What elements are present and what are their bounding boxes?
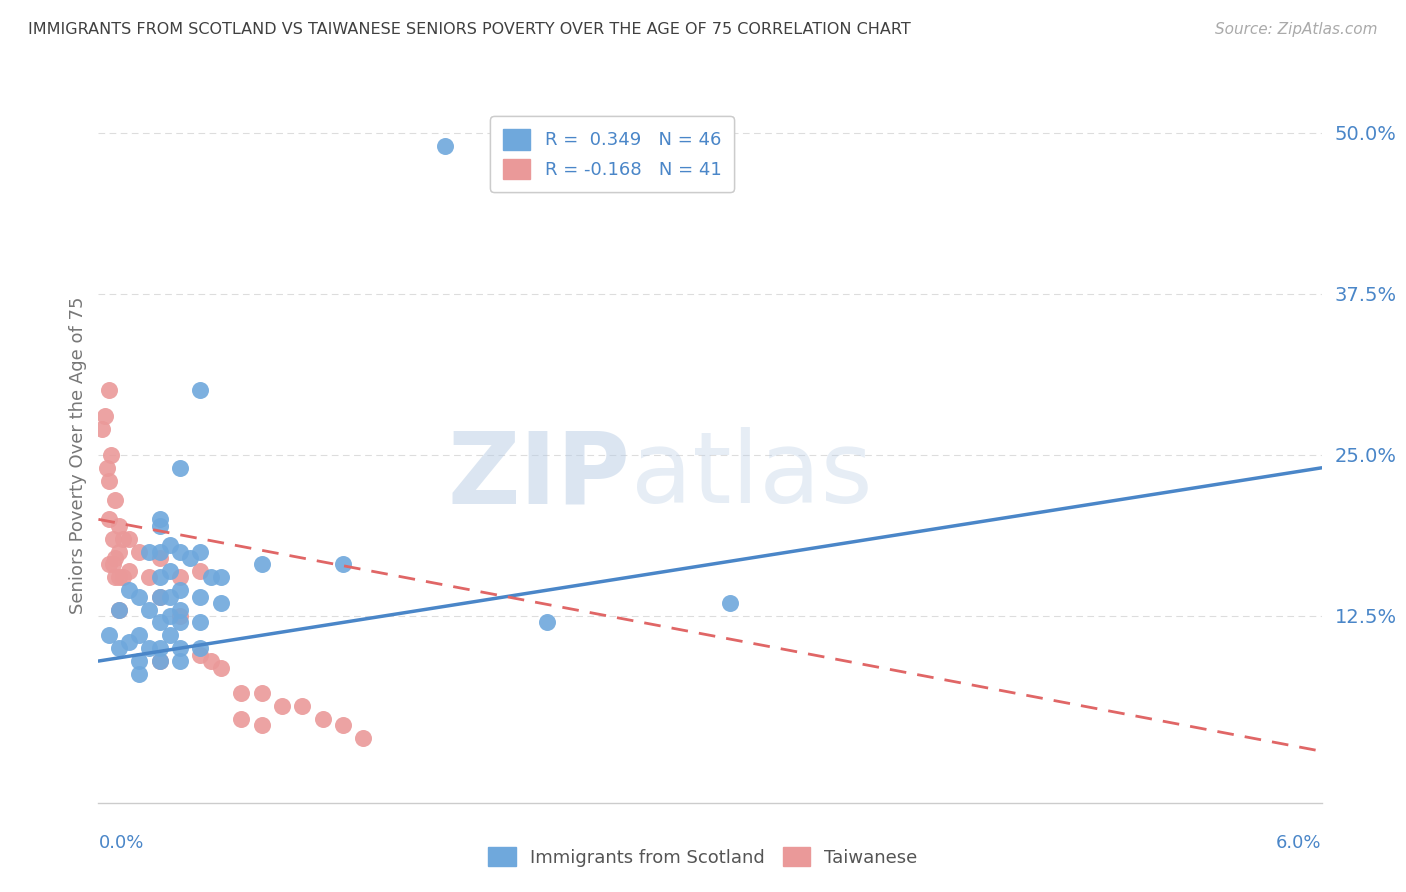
Point: [159, 590, 181, 604]
Point: [97, 474, 120, 488]
Point: [169, 460, 191, 475]
Point: [169, 570, 191, 584]
Point: [149, 654, 172, 668]
Point: [138, 641, 160, 656]
Point: [179, 551, 201, 566]
Y-axis label: Seniors Poverty Over the Age of 75: Seniors Poverty Over the Age of 75: [69, 296, 87, 614]
Point: [188, 564, 211, 578]
Point: [169, 609, 191, 624]
Point: [108, 570, 131, 584]
Point: [118, 583, 141, 598]
Point: [149, 544, 172, 558]
Point: [159, 564, 181, 578]
Point: [159, 609, 181, 624]
Point: [101, 532, 124, 546]
Point: [104, 493, 127, 508]
Point: [149, 641, 172, 656]
Text: ZIP: ZIP: [447, 427, 630, 524]
Point: [250, 686, 273, 700]
Point: [91, 422, 114, 436]
Point: [128, 667, 150, 681]
Point: [332, 718, 354, 732]
Point: [149, 615, 172, 630]
Point: [352, 731, 374, 746]
Point: [128, 628, 150, 642]
Point: [188, 648, 211, 662]
Point: [108, 602, 131, 616]
Point: [229, 686, 253, 700]
Point: [101, 558, 124, 572]
Point: [104, 570, 127, 584]
Point: [433, 138, 456, 153]
Point: [97, 558, 120, 572]
Point: [128, 654, 150, 668]
Point: [138, 570, 160, 584]
Point: [138, 602, 160, 616]
Point: [108, 602, 131, 616]
Point: [188, 384, 211, 398]
Point: [149, 570, 172, 584]
Text: 0.0%: 0.0%: [98, 834, 143, 852]
Point: [200, 570, 222, 584]
Text: atlas: atlas: [630, 427, 872, 524]
Point: [149, 518, 172, 533]
Point: [229, 712, 253, 726]
Point: [100, 448, 122, 462]
Point: [250, 558, 273, 572]
Point: [108, 544, 131, 558]
Point: [250, 718, 273, 732]
Point: [97, 628, 120, 642]
Point: [104, 551, 127, 566]
Point: [118, 564, 141, 578]
Point: [108, 518, 131, 533]
Point: [536, 615, 558, 630]
Point: [209, 660, 232, 674]
Point: [149, 512, 172, 526]
Text: 6.0%: 6.0%: [1277, 834, 1322, 852]
Point: [93, 409, 115, 424]
Point: [169, 544, 191, 558]
Point: [97, 512, 120, 526]
Point: [332, 558, 354, 572]
Legend: Immigrants from Scotland, Taiwanese: Immigrants from Scotland, Taiwanese: [481, 840, 925, 874]
Point: [111, 532, 134, 546]
Point: [149, 654, 172, 668]
Point: [149, 590, 172, 604]
Point: [149, 551, 172, 566]
Text: IMMIGRANTS FROM SCOTLAND VS TAIWANESE SENIORS POVERTY OVER THE AGE OF 75 CORRELA: IMMIGRANTS FROM SCOTLAND VS TAIWANESE SE…: [28, 22, 911, 37]
Point: [108, 641, 131, 656]
Point: [291, 699, 314, 714]
Point: [97, 384, 120, 398]
Point: [169, 583, 191, 598]
Point: [169, 602, 191, 616]
Point: [718, 596, 742, 610]
Text: Source: ZipAtlas.com: Source: ZipAtlas.com: [1215, 22, 1378, 37]
Point: [118, 634, 141, 648]
Point: [169, 641, 191, 656]
Point: [188, 590, 211, 604]
Point: [311, 712, 335, 726]
Point: [169, 654, 191, 668]
Point: [128, 544, 150, 558]
Point: [200, 654, 222, 668]
Point: [111, 570, 134, 584]
Point: [209, 570, 232, 584]
Point: [188, 641, 211, 656]
Point: [118, 532, 141, 546]
Point: [159, 538, 181, 552]
Point: [138, 544, 160, 558]
Point: [270, 699, 292, 714]
Point: [96, 460, 118, 475]
Point: [159, 628, 181, 642]
Point: [128, 590, 150, 604]
Legend: R =  0.349   N = 46, R = -0.168   N = 41: R = 0.349 N = 46, R = -0.168 N = 41: [491, 116, 734, 192]
Point: [209, 596, 232, 610]
Point: [149, 590, 172, 604]
Point: [169, 615, 191, 630]
Point: [188, 544, 211, 558]
Point: [188, 615, 211, 630]
